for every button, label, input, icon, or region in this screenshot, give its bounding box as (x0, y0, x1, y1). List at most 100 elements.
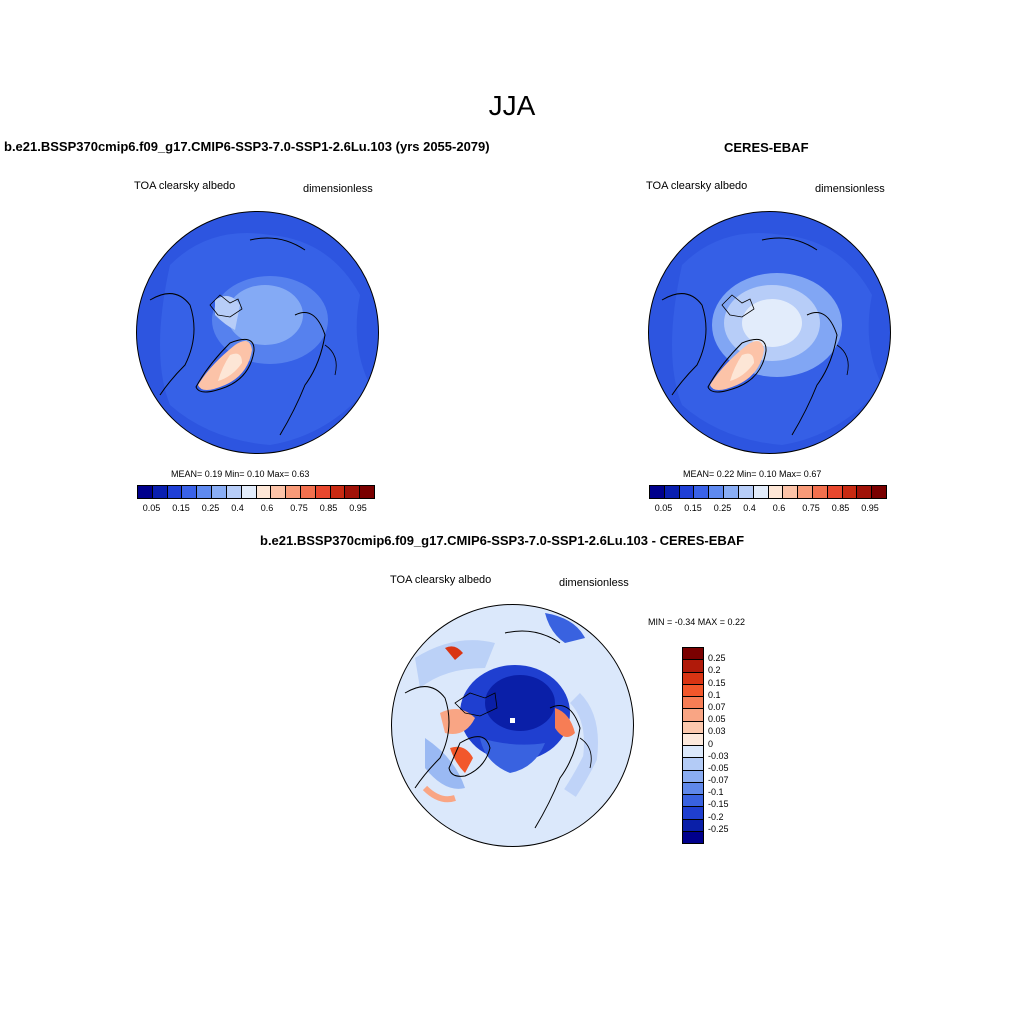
model-colorbar (137, 485, 375, 499)
colorbar-swatch (650, 486, 665, 498)
colorbar-swatch (683, 819, 703, 832)
obs-colorbar-labels: 0.05 0.15 0.25 0.4 0.6 0.75 0.85 0.95 (649, 503, 885, 515)
colorbar-swatch (271, 486, 287, 498)
colorbar-swatch (683, 648, 703, 661)
model-variable-label: TOA clearsky albedo (134, 180, 236, 192)
figure-title: JJA (488, 90, 536, 121)
colorbar-swatch (226, 486, 242, 498)
colorbar-tick-label: 0.95 (861, 503, 879, 513)
model-polar-map (136, 211, 379, 454)
colorbar-tick-label: -0.1 (708, 787, 724, 798)
obs-stats: MEAN= 0.22 Min= 0.10 Max= 0.67 (683, 469, 822, 479)
colorbar-swatch (345, 486, 361, 498)
colorbar-swatch (683, 770, 703, 783)
colorbar-tick-label: -0.07 (708, 775, 729, 786)
colorbar-tick-label: 0.1 (708, 689, 721, 700)
colorbar-tick-label: -0.03 (708, 750, 729, 761)
colorbar-swatch (241, 486, 257, 498)
diff-minmax: MIN = -0.34 MAX = 0.22 (648, 617, 746, 627)
colorbar-swatch (872, 486, 886, 498)
colorbar-tick-label: -0.15 (708, 799, 729, 810)
diff-panel-title: b.e21.BSSP370cmip6.f09_g17.CMIP6-SSP3-7.… (260, 533, 745, 548)
diff-polar-map (391, 604, 634, 847)
colorbar-swatch (315, 486, 331, 498)
model-panel-title: b.e21.BSSP370cmip6.f09_g17.CMIP6-SSP3-7.… (4, 139, 490, 154)
model-stats: MEAN= 0.19 Min= 0.10 Max= 0.63 (171, 469, 310, 479)
colorbar-swatch (138, 486, 153, 498)
colorbar-tick-label: 0.75 (802, 503, 820, 513)
obs-polar-map (648, 211, 891, 454)
colorbar-tick-label: 0 (708, 738, 714, 749)
colorbar-tick-label: 0.15 (684, 503, 702, 513)
colorbar-swatch (679, 486, 695, 498)
diff-variable-label: TOA clearsky albedo (390, 574, 492, 586)
colorbar-swatch (152, 486, 168, 498)
colorbar-tick-label: -0.25 (708, 823, 729, 834)
colorbar-tick-label: 0.25 (713, 503, 732, 513)
obs-variable-label: TOA clearsky albedo (646, 180, 748, 192)
colorbar-swatch (286, 486, 301, 498)
colorbar-tick-label: 0.85 (319, 503, 338, 513)
model-colorbar-labels: 0.05 0.15 0.25 0.4 0.6 0.75 0.85 0.95 (137, 503, 373, 515)
colorbar-swatch (197, 486, 213, 498)
colorbar-tick-label: 0.15 (172, 503, 190, 513)
diff-units-label: dimensionless (559, 577, 629, 589)
colorbar-tick-label: 0.75 (290, 503, 308, 513)
colorbar-swatch (798, 486, 813, 498)
colorbar-swatch (683, 831, 703, 843)
colorbar-swatch (664, 486, 680, 498)
colorbar-tick-label: 0.05 (654, 503, 673, 513)
colorbar-tick-label: 0.25 (201, 503, 220, 513)
colorbar-swatch (683, 684, 703, 697)
colorbar-swatch (683, 746, 703, 759)
colorbar-swatch (330, 486, 346, 498)
colorbar-tick-label: 0.85 (831, 503, 850, 513)
colorbar-swatch (256, 486, 272, 498)
colorbar-swatch (812, 486, 828, 498)
colorbar-swatch (683, 807, 703, 820)
colorbar-tick-label: 0.15 (708, 677, 726, 688)
colorbar-swatch (694, 486, 710, 498)
colorbar-swatch (709, 486, 725, 498)
obs-colorbar (649, 485, 887, 499)
colorbar-swatch (783, 486, 799, 498)
colorbar-tick-label: 0.25 (708, 653, 726, 664)
colorbar-tick-label: 0.4 (743, 503, 756, 513)
colorbar-swatch (683, 795, 703, 808)
colorbar-swatch (683, 733, 703, 746)
colorbar-swatch (724, 486, 739, 498)
colorbar-tick-label: 0.6 (772, 503, 786, 513)
colorbar-tick-label: 0.05 (708, 714, 726, 725)
colorbar-swatch (212, 486, 227, 498)
colorbar-swatch (182, 486, 198, 498)
colorbar-swatch (360, 486, 374, 498)
colorbar-swatch (738, 486, 754, 498)
colorbar-tick-label: 0.05 (142, 503, 161, 513)
colorbar-swatch (683, 697, 703, 710)
colorbar-swatch (683, 709, 703, 722)
colorbar-swatch (683, 758, 703, 771)
colorbar-tick-label: 0.03 (708, 726, 726, 737)
colorbar-swatch (683, 782, 703, 795)
colorbar-swatch (300, 486, 316, 498)
colorbar-swatch (857, 486, 873, 498)
colorbar-swatch (683, 672, 703, 685)
colorbar-tick-label: 0.6 (260, 503, 274, 513)
colorbar-tick-label: -0.05 (708, 762, 729, 773)
diff-colorbar-labels: 0.25 0.2 0.15 0.1 0.07 0.05 0.03 0 -0.03 -0.05 -0.… (708, 647, 748, 842)
colorbar-swatch (753, 486, 769, 498)
colorbar-swatch (827, 486, 843, 498)
colorbar-tick-label: 0.2 (708, 665, 721, 676)
diff-colorbar (682, 647, 704, 844)
obs-panel-title: CERES-EBAF (724, 140, 809, 155)
colorbar-tick-label: -0.2 (708, 811, 724, 822)
model-units-label: dimensionless (303, 183, 373, 195)
colorbar-swatch (167, 486, 183, 498)
colorbar-swatch (683, 660, 703, 673)
colorbar-tick-label: 0.07 (708, 701, 726, 712)
colorbar-tick-label: 0.95 (349, 503, 367, 513)
colorbar-swatch (842, 486, 858, 498)
colorbar-tick-label: 0.4 (231, 503, 244, 513)
colorbar-swatch (683, 721, 703, 734)
obs-units-label: dimensionless (815, 183, 885, 195)
